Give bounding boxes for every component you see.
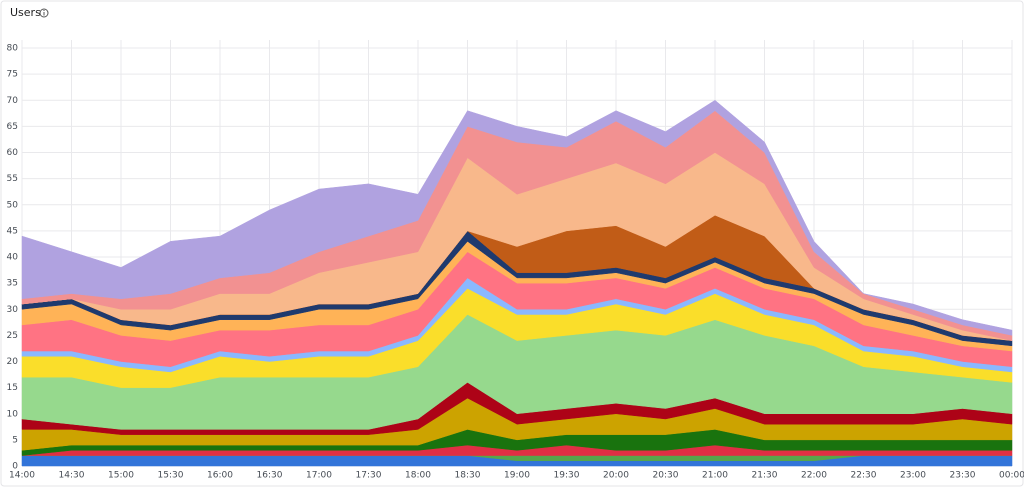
x-tick-label: 22:00: [801, 471, 827, 481]
x-tick-label: 18:00: [405, 471, 431, 481]
x-tick-label: 23:30: [950, 471, 976, 481]
y-tick-label: 70: [7, 96, 19, 106]
x-tick-label: 16:00: [207, 471, 233, 481]
y-tick-label: 0: [12, 462, 18, 472]
x-tick-label: 16:30: [257, 471, 283, 481]
y-tick-label: 5: [12, 435, 18, 445]
x-tick-label: 17:30: [356, 471, 382, 481]
y-tick-label: 65: [7, 122, 18, 132]
y-tick-label: 60: [7, 148, 19, 158]
y-tick-label: 10: [7, 409, 19, 419]
y-tick-label: 45: [7, 226, 18, 236]
x-tick-label: 21:00: [702, 471, 728, 481]
x-tick-label: 15:30: [158, 471, 184, 481]
y-tick-label: 55: [7, 174, 18, 184]
y-tick-label: 80: [7, 44, 19, 54]
x-tick-label: 18:30: [455, 471, 481, 481]
area: [21, 99, 1013, 336]
chart-title: Users: [10, 6, 41, 19]
y-tick-label: 15: [7, 383, 18, 393]
info-icon[interactable]: [39, 8, 49, 18]
areas: [21, 99, 1013, 467]
y-tick-label: 40: [7, 253, 19, 263]
x-tick-label: 14:00: [9, 471, 35, 481]
y-tick-label: 35: [7, 279, 18, 289]
y-tick-label: 30: [7, 305, 19, 315]
x-tick-label: 21:30: [752, 471, 778, 481]
x-tick-label: 19:00: [504, 471, 530, 481]
x-tick-label: 19:30: [554, 471, 580, 481]
y-tick-label: 25: [7, 331, 18, 341]
x-tick-label: 17:00: [306, 471, 332, 481]
labels: 0 5 10 15 20 25 30 35 40 45 50 55 60 65 70 75 80 14:00 14:…: [7, 44, 1024, 481]
x-tick-label: 20:00: [603, 471, 629, 481]
y-tick-label: 50: [7, 200, 19, 210]
y-tick-label: 75: [7, 70, 18, 80]
y-tick-label: 20: [7, 357, 19, 367]
x-tick-label: 14:30: [59, 471, 85, 481]
x-tick-label: 23:00: [900, 471, 926, 481]
x-tick-label: 15:00: [108, 471, 134, 481]
x-tick-label: 00:00: [999, 471, 1024, 481]
x-tick-label: 22:30: [851, 471, 877, 481]
x-tick-label: 20:30: [653, 471, 679, 481]
